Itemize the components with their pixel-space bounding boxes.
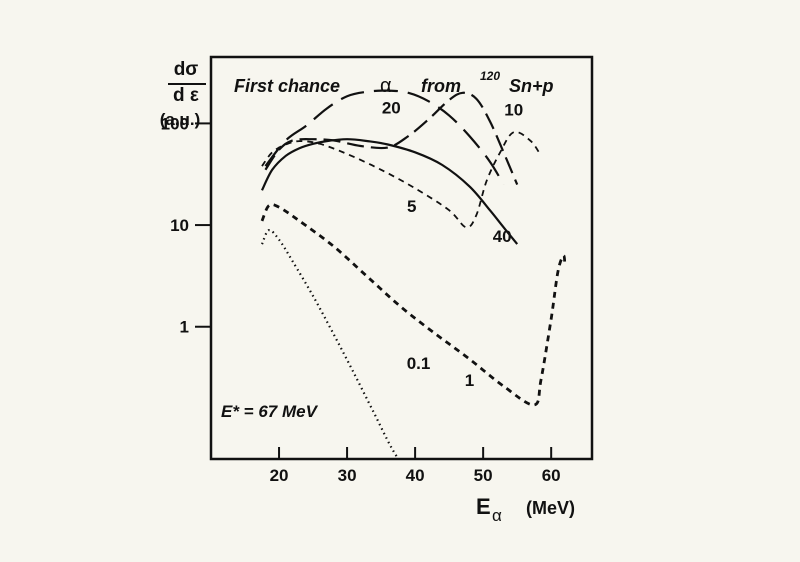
- y-label-denominator: d ε: [173, 85, 199, 106]
- y-tick-label-10: 10: [170, 216, 189, 235]
- series-line-20: [264, 89, 505, 186]
- y-tick-label-100: 100: [161, 114, 189, 133]
- x-tick-label-60: 60: [542, 466, 561, 485]
- chart-title: First chance: [234, 76, 340, 96]
- x-label-symbol: E: [476, 494, 491, 519]
- chart-title-from: from: [421, 76, 461, 96]
- plot-frame: [209, 55, 594, 461]
- x-tick-label-40: 40: [406, 466, 425, 485]
- chart-title-reaction: Sn+p: [509, 76, 554, 96]
- excitation-energy-annotation: E* = 67 MeV: [221, 402, 319, 421]
- chart-title-mass-number: 120: [480, 69, 500, 83]
- curve-label-10: 10: [504, 100, 523, 119]
- curve-label-5: 5: [407, 197, 416, 216]
- y-label-units: (a.u.): [160, 110, 201, 129]
- chart-title-alpha: α: [380, 75, 392, 97]
- y-label-numerator: dσ: [174, 59, 199, 80]
- x-label-units: (MeV): [526, 498, 575, 518]
- series-line-40: [261, 138, 519, 245]
- series-line-10: [264, 91, 519, 186]
- series-line-0_1: [260, 229, 400, 459]
- x-tick-label-20: 20: [270, 466, 289, 485]
- curve-label-0_1: 0.1: [407, 354, 431, 373]
- x-tick-label-30: 30: [338, 466, 357, 485]
- curve-label-40: 40: [493, 227, 512, 246]
- plot-area: 20 30 40 50 60 1 10 100 20 10 5 40 0.1 1: [161, 55, 594, 485]
- curve-label-20: 20: [382, 99, 401, 118]
- series-line-1: [260, 203, 567, 407]
- x-tick-label-50: 50: [474, 466, 493, 485]
- x-label-subscript: α: [492, 506, 502, 525]
- y-tick-label-1: 1: [180, 318, 189, 337]
- curve-label-1: 1: [465, 371, 474, 390]
